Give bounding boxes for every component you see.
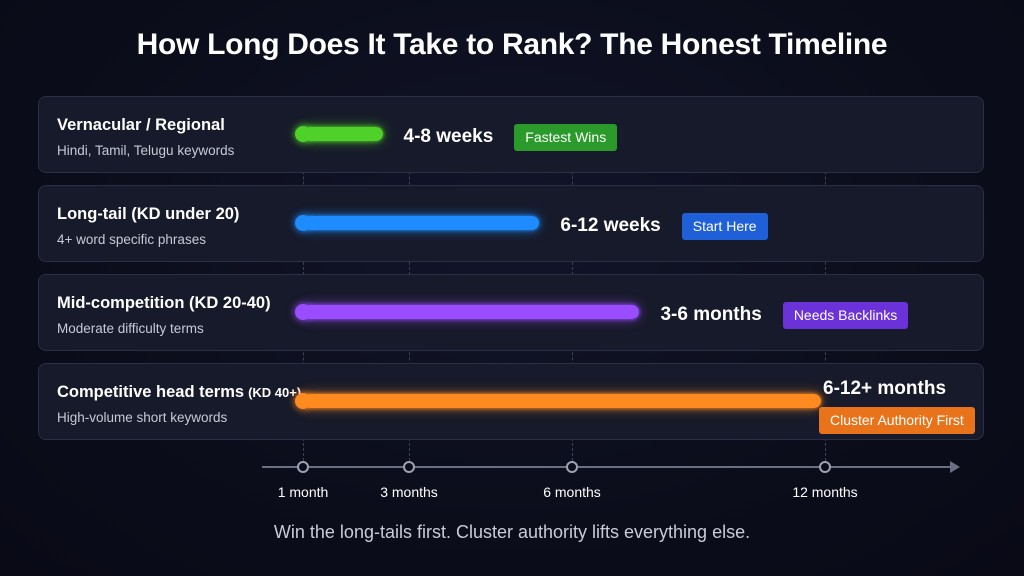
row-name-text: Mid-competition (KD 20-40) <box>57 294 271 312</box>
duration-bar <box>303 394 821 408</box>
x-tick-marker <box>566 461 578 473</box>
duration-label: 4-8 weeks <box>403 126 494 147</box>
bar-start-dot <box>295 126 311 142</box>
row-name: Mid-competition (KD 20-40) <box>57 294 271 313</box>
bar-start-dot <box>295 215 311 231</box>
row-name: Vernacular / Regional <box>57 116 225 135</box>
duration-label: 6-12 weeks <box>560 215 661 236</box>
x-tick-label: 12 months <box>792 484 858 500</box>
chart-title: How Long Does It Take to Rank? The Hones… <box>136 28 888 61</box>
row-badge: Needs Backlinks <box>782 302 909 329</box>
x-tick-marker <box>819 461 831 473</box>
bar-start-dot <box>295 393 311 409</box>
duration-bar <box>303 305 640 319</box>
caption: Win the long-tails first. Cluster author… <box>273 522 751 542</box>
row-name-text: Competitive head terms <box>57 383 245 401</box>
row-name: Long-tail (KD under 20) <box>57 205 239 224</box>
duration-label: 3-6 months <box>660 304 762 325</box>
row-name: Competitive head terms (KD 40+) <box>57 383 301 402</box>
row-name-text: Vernacular / Regional <box>57 116 225 134</box>
x-tick-label: 6 months <box>543 484 601 500</box>
x-axis-line <box>262 466 952 468</box>
row-badge: Cluster Authority First <box>819 407 975 434</box>
row-badge: Fastest Wins <box>514 124 618 151</box>
duration-bar <box>303 127 383 141</box>
row-subtitle: High-volume short keywords <box>57 410 228 425</box>
bar-start-dot <box>295 304 311 320</box>
x-tick-label: 1 month <box>277 484 329 500</box>
row-subtitle: Hindi, Tamil, Telugu keywords <box>57 143 235 158</box>
row-subtitle: Moderate difficulty terms <box>57 321 204 336</box>
row-badge: Start Here <box>681 213 768 240</box>
x-axis-arrow-icon <box>950 461 960 473</box>
x-tick-label: 3 months <box>380 484 438 500</box>
row-name-text: Long-tail (KD under 20) <box>57 205 240 223</box>
duration-label: 6-12+ months <box>823 378 947 399</box>
x-tick-marker <box>297 461 309 473</box>
timeline-row <box>38 96 984 173</box>
row-subtitle: 4+ word specific phrases <box>57 232 206 247</box>
duration-bar <box>303 216 540 230</box>
row-name-suffix: (KD 40+) <box>248 385 302 400</box>
x-tick-marker <box>403 461 415 473</box>
